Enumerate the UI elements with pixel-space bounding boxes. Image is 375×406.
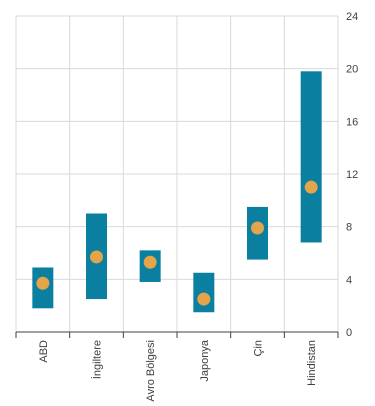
grid (15, 15, 339, 332)
y-tick-label: 0 (346, 327, 352, 339)
tick-labels: 0 4 8 12 16 20 24 ABD İngiltere Avro Bölgesi Japon… (38, 11, 358, 402)
x-tick-label: Çin (253, 340, 265, 357)
point-marker (143, 255, 157, 269)
y-tick-label: 20 (346, 64, 358, 76)
range-bar (300, 71, 322, 243)
y-tick-label: 24 (346, 11, 358, 23)
x-tick-label: ABD (38, 340, 50, 363)
x-tick-label: Hindistan (306, 340, 318, 386)
y-tick-label: 8 (346, 222, 352, 234)
point-marker (36, 276, 50, 290)
point-marker (90, 250, 103, 264)
x-tick-label: Japonya (199, 339, 211, 381)
y-tick-label: 12 (346, 169, 358, 181)
point-marker (251, 221, 264, 235)
point-marker (197, 292, 211, 306)
axes (15, 331, 339, 338)
x-tick-label: İngiltere (91, 340, 104, 379)
x-tick-label: Avro Bölgesi (145, 340, 157, 402)
y-tick-label: 16 (346, 116, 358, 128)
y-tick-label: 4 (346, 274, 352, 286)
point-markers (36, 180, 318, 306)
point-marker (304, 180, 318, 194)
range-bar (193, 272, 215, 313)
